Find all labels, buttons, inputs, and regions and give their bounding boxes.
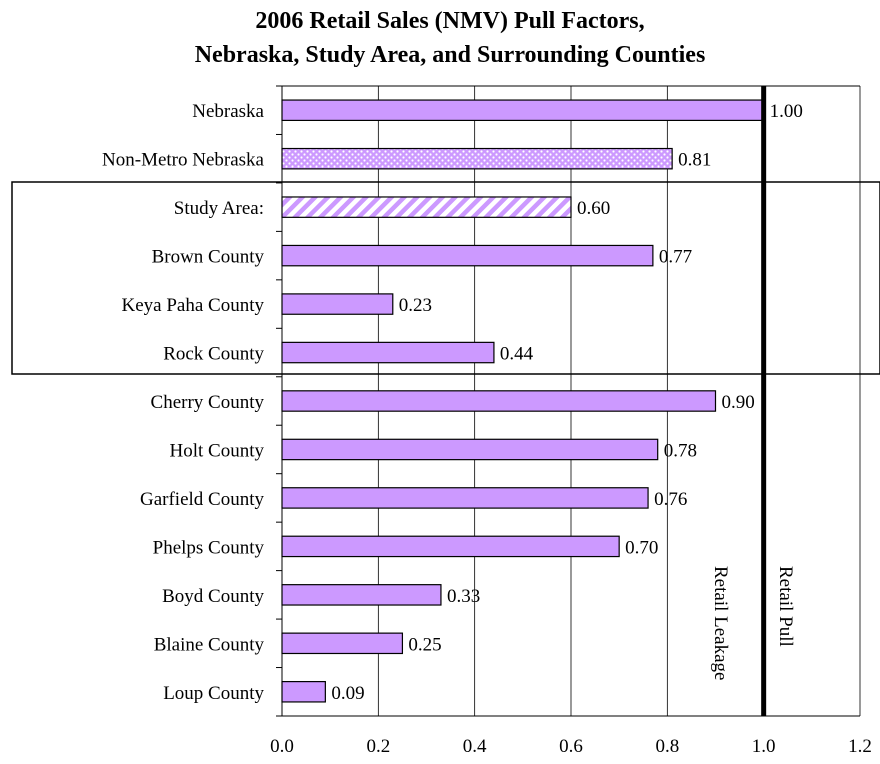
value-label: 0.90 xyxy=(722,392,755,413)
bar xyxy=(281,438,659,461)
axes xyxy=(276,85,860,717)
category-label: Brown County xyxy=(152,247,265,268)
bar xyxy=(281,147,673,170)
x-tick-label: 0.2 xyxy=(366,736,390,757)
x-tick-label: 0.6 xyxy=(559,736,583,757)
value-label: 0.09 xyxy=(331,683,364,704)
x-tick-labels: 0.0 0.2 0.4 0.6 0.8 1.0 1.2 xyxy=(270,736,872,757)
x-tick-label: 0.4 xyxy=(463,736,487,757)
bar xyxy=(281,390,717,412)
category-label: Loup County xyxy=(163,683,264,704)
category-label: Keya Paha County xyxy=(122,295,265,316)
category-label: Non-Metro Nebraska xyxy=(102,150,265,171)
category-label: Garfield County xyxy=(140,489,265,510)
bar xyxy=(281,680,326,703)
x-tick-label: 0.8 xyxy=(655,736,679,757)
value-label: 0.78 xyxy=(664,440,697,461)
bar xyxy=(281,535,620,558)
chart-title-line-1: 2006 Retail Sales (NMV) Pull Factors, xyxy=(255,8,644,34)
category-label: Nebraska xyxy=(192,101,264,122)
x-tick-label: 1.0 xyxy=(752,736,776,757)
category-label: Blaine County xyxy=(154,634,265,655)
value-label: 0.60 xyxy=(577,198,610,219)
value-label: 0.76 xyxy=(654,489,687,510)
retail-leakage-annotation: Retail Leakage xyxy=(710,566,731,680)
bar xyxy=(281,244,654,267)
category-labels: Nebraska Non-Metro Nebraska Study Area: Bro… xyxy=(102,101,265,704)
bar xyxy=(281,341,495,364)
bar xyxy=(281,293,394,315)
value-label: 0.33 xyxy=(447,586,480,607)
value-label: 0.23 xyxy=(399,295,432,316)
category-label: Boyd County xyxy=(162,586,264,607)
category-label: Phelps County xyxy=(153,537,265,558)
retail-pull-annotation: Retail Pull xyxy=(775,566,796,647)
value-label: 1.00 xyxy=(770,101,803,122)
category-label: Cherry County xyxy=(151,392,265,413)
value-label: 0.81 xyxy=(678,150,711,171)
x-tick-label: 0.0 xyxy=(270,736,294,757)
category-label: Rock County xyxy=(163,344,264,365)
value-label: 0.44 xyxy=(500,344,534,365)
study-area-box xyxy=(11,181,880,375)
x-tick-label: 1.2 xyxy=(848,736,872,757)
category-label: Holt County xyxy=(170,440,265,461)
chart-title-line-2: Nebraska, Study Area, and Surrounding Co… xyxy=(195,42,706,68)
bar xyxy=(281,487,649,509)
bar xyxy=(281,632,404,655)
bar xyxy=(281,196,572,218)
value-label: 0.77 xyxy=(659,247,692,268)
bar xyxy=(281,584,442,606)
value-label: 0.25 xyxy=(408,634,441,655)
bar xyxy=(281,99,765,122)
value-label: 0.70 xyxy=(625,537,658,558)
category-label: Study Area: xyxy=(174,198,264,219)
